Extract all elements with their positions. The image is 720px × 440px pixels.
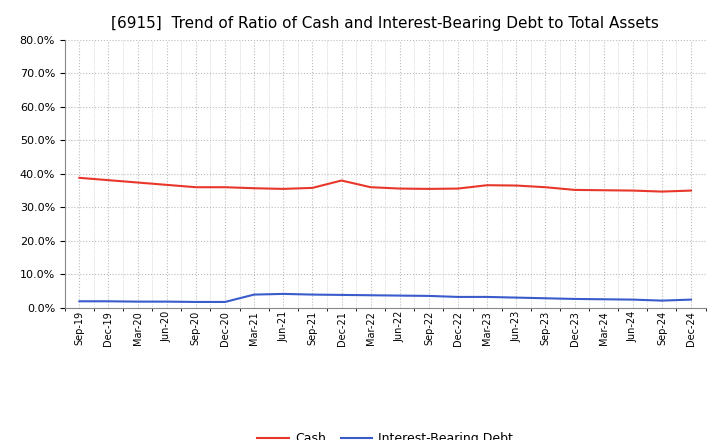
Interest-Bearing Debt bbox=[133, 299, 142, 304]
Cash bbox=[279, 186, 287, 191]
Cash bbox=[192, 185, 200, 190]
Cash bbox=[425, 186, 433, 191]
Cash bbox=[220, 185, 229, 190]
Interest-Bearing Debt bbox=[250, 292, 258, 297]
Cash bbox=[541, 185, 550, 190]
Cash bbox=[512, 183, 521, 188]
Cash bbox=[454, 186, 462, 191]
Legend: Cash, Interest-Bearing Debt: Cash, Interest-Bearing Debt bbox=[252, 427, 518, 440]
Title: [6915]  Trend of Ratio of Cash and Interest-Bearing Debt to Total Assets: [6915] Trend of Ratio of Cash and Intere… bbox=[112, 16, 659, 32]
Interest-Bearing Debt bbox=[454, 294, 462, 300]
Interest-Bearing Debt bbox=[308, 292, 317, 297]
Interest-Bearing Debt bbox=[657, 298, 666, 303]
Interest-Bearing Debt bbox=[163, 299, 171, 304]
Cash bbox=[483, 183, 492, 188]
Interest-Bearing Debt bbox=[483, 294, 492, 300]
Cash bbox=[308, 185, 317, 191]
Line: Interest-Bearing Debt: Interest-Bearing Debt bbox=[79, 294, 691, 302]
Cash bbox=[395, 186, 404, 191]
Interest-Bearing Debt bbox=[425, 293, 433, 299]
Cash bbox=[366, 185, 375, 190]
Cash bbox=[163, 182, 171, 187]
Interest-Bearing Debt bbox=[279, 291, 287, 297]
Cash bbox=[133, 180, 142, 185]
Interest-Bearing Debt bbox=[192, 299, 200, 304]
Cash bbox=[599, 187, 608, 193]
Cash bbox=[687, 188, 696, 193]
Cash bbox=[570, 187, 579, 193]
Line: Cash: Cash bbox=[79, 178, 691, 191]
Interest-Bearing Debt bbox=[599, 297, 608, 302]
Cash bbox=[75, 175, 84, 180]
Cash bbox=[657, 189, 666, 194]
Interest-Bearing Debt bbox=[395, 293, 404, 298]
Interest-Bearing Debt bbox=[337, 292, 346, 297]
Cash bbox=[250, 186, 258, 191]
Interest-Bearing Debt bbox=[541, 296, 550, 301]
Interest-Bearing Debt bbox=[687, 297, 696, 302]
Interest-Bearing Debt bbox=[104, 299, 113, 304]
Interest-Bearing Debt bbox=[366, 293, 375, 298]
Interest-Bearing Debt bbox=[220, 299, 229, 304]
Cash bbox=[337, 178, 346, 183]
Interest-Bearing Debt bbox=[570, 296, 579, 301]
Cash bbox=[629, 188, 637, 193]
Interest-Bearing Debt bbox=[629, 297, 637, 302]
Cash bbox=[104, 177, 113, 183]
Interest-Bearing Debt bbox=[75, 299, 84, 304]
Interest-Bearing Debt bbox=[512, 295, 521, 300]
